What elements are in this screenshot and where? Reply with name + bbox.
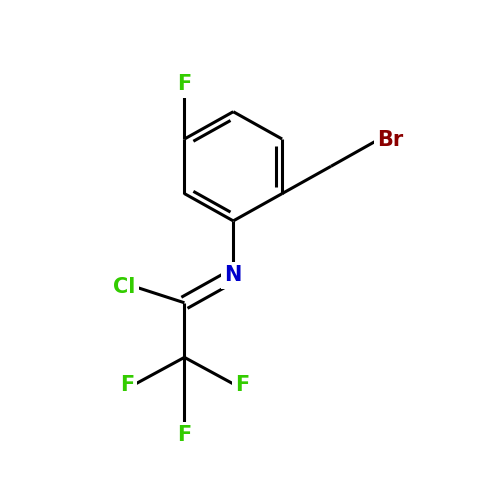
Text: Br: Br xyxy=(377,130,403,150)
Text: Cl: Cl xyxy=(113,277,136,297)
Text: F: F xyxy=(178,425,192,445)
Text: N: N xyxy=(224,266,242,285)
Text: Cl: Cl xyxy=(113,277,136,297)
Text: Br: Br xyxy=(377,130,403,150)
Text: F: F xyxy=(120,374,134,394)
Text: F: F xyxy=(234,374,249,394)
Text: N: N xyxy=(224,266,242,285)
Text: F: F xyxy=(178,74,192,94)
Text: F: F xyxy=(120,374,134,394)
Text: F: F xyxy=(234,374,249,394)
Text: F: F xyxy=(178,425,192,445)
Text: F: F xyxy=(178,74,192,94)
